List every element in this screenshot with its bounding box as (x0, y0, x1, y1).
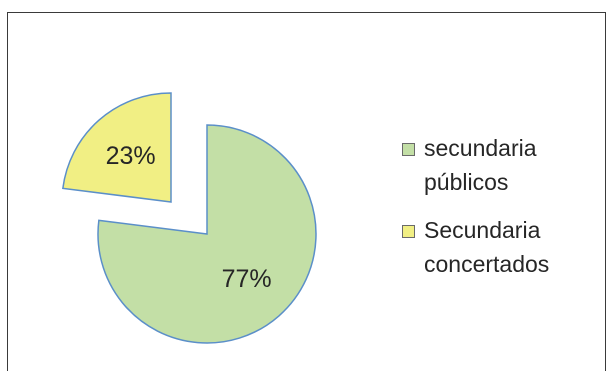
chart-area: 77% 23% secundaria públicos Secundaria co… (7, 12, 606, 371)
legend-label-secundaria-publicos: secundaria públicos (424, 135, 537, 195)
pie-chart: 77% 23% (62, 92, 317, 344)
pie-slice-secundaria-concertados (62, 92, 172, 203)
legend-label-secundaria-concertados: Secundaria concertados (424, 217, 550, 277)
pie-slice-secundaria-publicos (97, 124, 317, 344)
data-label-secundaria-concertados: 23% (106, 142, 156, 170)
legend-swatch-secundaria-publicos (402, 143, 415, 156)
legend: secundaria públicos Secundaria concertad… (400, 131, 610, 295)
legend-item-secundaria-concertados: Secundaria concertados (400, 213, 610, 281)
legend-item-secundaria-publicos: secundaria públicos (400, 131, 610, 199)
data-label-secundaria-publicos: 77% (222, 265, 272, 293)
legend-swatch-secundaria-concertados (402, 225, 415, 238)
